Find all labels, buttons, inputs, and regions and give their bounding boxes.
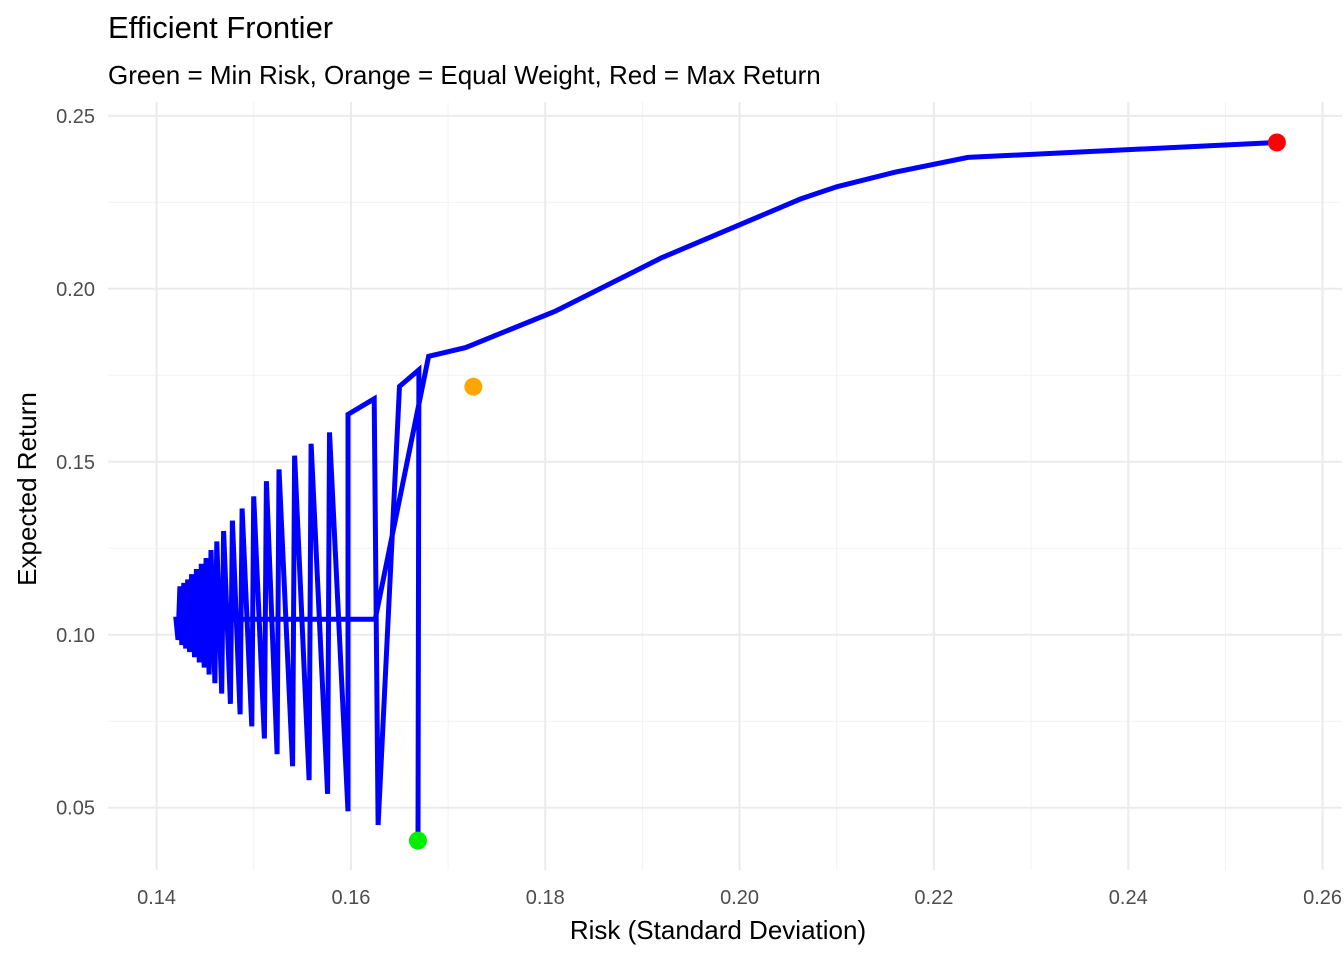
portfolio-point [1267,133,1286,152]
x-axis-ticks: 0.14 0.16 0.18 0.20 0.22 0.24 0.26 [137,887,1342,909]
y-tick-label: 0.25 [56,106,95,128]
x-axis-title: Risk (Standard Deviation) [570,915,866,945]
y-tick-label: 0.05 [56,798,95,820]
frontier-line [173,140,1278,841]
chart-subtitle: Green = Min Risk, Orange = Equal Weight,… [108,60,821,90]
y-tick-label: 0.15 [56,452,95,474]
frontier-series [173,140,1278,841]
x-tick-label: 0.22 [914,887,953,909]
chart-title: Efficient Frontier [108,10,334,45]
y-axis-title: Expected Return [12,392,42,586]
x-tick-label: 0.20 [720,887,759,909]
x-tick-label: 0.18 [526,887,565,909]
x-tick-label: 0.16 [331,887,370,909]
y-tick-label: 0.10 [56,625,95,647]
x-tick-label: 0.24 [1109,887,1148,909]
grid-lines [108,102,1342,870]
portfolio-point [464,377,483,396]
highlight-points [408,133,1286,850]
y-tick-label: 0.20 [56,279,95,301]
x-tick-label: 0.26 [1303,887,1342,909]
portfolio-point [408,831,427,850]
y-axis-ticks: 0.05 0.10 0.15 0.20 0.25 [56,106,95,820]
x-tick-label: 0.14 [137,887,176,909]
